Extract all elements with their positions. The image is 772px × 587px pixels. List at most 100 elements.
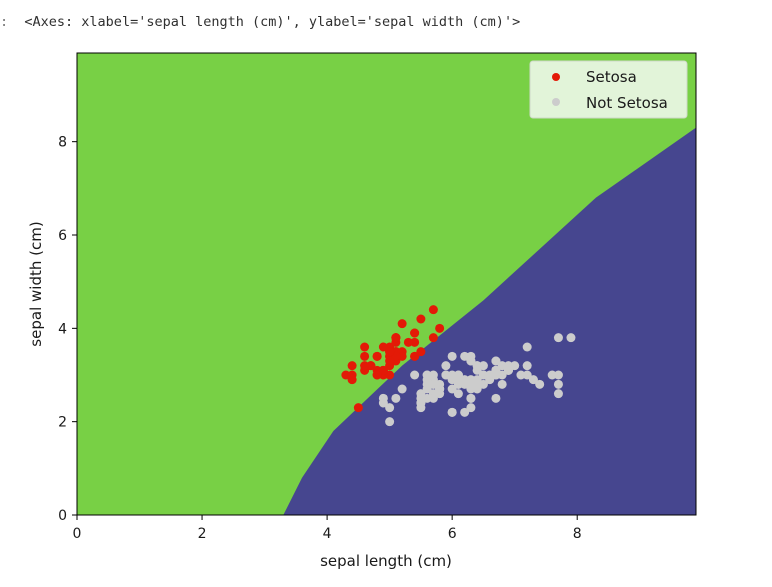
- setosa-point: [360, 342, 370, 352]
- not-setosa-point: [472, 379, 482, 389]
- not-setosa-point: [510, 361, 520, 371]
- setosa-point: [410, 328, 420, 338]
- not-setosa-point: [447, 407, 457, 417]
- not-setosa-point: [385, 403, 395, 413]
- not-setosa-point: [453, 379, 463, 389]
- setosa-point: [347, 370, 357, 380]
- not-setosa-point: [422, 393, 432, 403]
- not-setosa-point: [497, 379, 507, 389]
- not-setosa-point: [460, 407, 470, 417]
- not-setosa-point: [466, 351, 476, 361]
- setosa-point: [385, 370, 395, 380]
- x-axis: 0 2 4 6 8: [73, 515, 582, 542]
- not-setosa-point: [491, 393, 501, 403]
- setosa-point: [378, 342, 388, 352]
- y-tick-label: 0: [58, 508, 67, 524]
- setosa-point: [372, 370, 382, 380]
- setosa-point: [360, 351, 370, 361]
- legend-label-setosa: Setosa: [586, 68, 637, 86]
- y-tick-label: 6: [58, 228, 67, 244]
- not-setosa-point: [535, 379, 545, 389]
- not-setosa-point: [416, 389, 426, 399]
- setosa-point: [378, 365, 388, 375]
- setosa-point: [341, 370, 351, 380]
- not-setosa-point: [522, 342, 532, 352]
- setosa-point: [410, 337, 420, 347]
- setosa-point: [410, 351, 420, 361]
- x-tick-label: 4: [323, 526, 332, 542]
- not-setosa-point: [466, 393, 476, 403]
- not-setosa-point: [410, 370, 420, 380]
- y-tick-label: 8: [58, 135, 67, 151]
- not-setosa-point: [553, 379, 563, 389]
- not-setosa-point: [491, 356, 501, 366]
- not-setosa-point: [528, 375, 538, 385]
- not-setosa-point: [391, 393, 401, 403]
- setosa-point: [385, 356, 395, 366]
- cell-output-text: <Axes: xlabel='sepal length (cm)', ylabe…: [24, 14, 521, 30]
- output-prompt: :: [0, 14, 9, 30]
- y-axis: 0 2 4 6 8: [58, 135, 77, 524]
- setosa-point: [428, 333, 438, 343]
- legend-marker-not-setosa: [552, 98, 560, 106]
- legend: Setosa Not Setosa: [529, 60, 688, 119]
- data-points: [341, 305, 576, 427]
- not-setosa-point: [422, 370, 432, 380]
- not-setosa-point: [503, 365, 513, 375]
- setosa-point: [366, 361, 376, 371]
- setosa-point: [385, 347, 395, 357]
- not-setosa-point: [485, 370, 495, 380]
- not-setosa-point: [478, 379, 488, 389]
- not-setosa-point: [497, 361, 507, 371]
- legend-label-not-setosa: Not Setosa: [586, 94, 668, 112]
- not-setosa-point: [453, 389, 463, 399]
- not-setosa-point: [547, 370, 557, 380]
- not-setosa-point: [453, 370, 463, 380]
- x-tick-label: 8: [573, 526, 582, 542]
- not-setosa-point: [397, 384, 407, 394]
- setosa-point: [416, 347, 426, 357]
- not-setosa-point: [516, 370, 526, 380]
- not-setosa-point: [466, 379, 476, 389]
- not-setosa-point: [378, 393, 388, 403]
- not-setosa-point: [553, 389, 563, 399]
- not-setosa-point: [447, 370, 457, 380]
- not-setosa-point: [422, 379, 432, 389]
- y-tick-label: 4: [58, 321, 67, 337]
- setosa-point: [353, 403, 363, 413]
- setosa-point: [397, 319, 407, 329]
- setosa-point: [397, 351, 407, 361]
- not-setosa-point: [553, 370, 563, 380]
- cell-output-line: : <Axes: xlabel='sepal length (cm)', yla…: [0, 14, 520, 30]
- setosa-point: [428, 305, 438, 315]
- not-setosa-point: [553, 333, 563, 343]
- y-tick-label: 2: [58, 415, 67, 431]
- not-setosa-point: [435, 384, 445, 394]
- x-tick-label: 0: [73, 526, 82, 542]
- not-setosa-point: [428, 393, 438, 403]
- legend-marker-setosa: [552, 73, 560, 81]
- x-tick-label: 6: [448, 526, 457, 542]
- not-setosa-point: [441, 361, 451, 371]
- not-setosa-point: [385, 417, 395, 427]
- not-setosa-point: [522, 370, 532, 380]
- x-axis-label: sepal length (cm): [320, 552, 452, 570]
- not-setosa-region: [283, 127, 696, 515]
- not-setosa-point: [460, 351, 470, 361]
- not-setosa-point: [478, 370, 488, 380]
- not-setosa-point: [428, 379, 438, 389]
- legend-box: [529, 60, 688, 119]
- x-tick-label: 2: [198, 526, 207, 542]
- not-setosa-point: [472, 365, 482, 375]
- plot-frame: [76, 52, 697, 516]
- not-setosa-point: [478, 361, 488, 371]
- setosa-point: [360, 361, 370, 371]
- setosa-point: [403, 337, 413, 347]
- not-setosa-point: [460, 379, 470, 389]
- setosa-point: [372, 351, 382, 361]
- y-axis-label: sepal width (cm): [27, 221, 45, 346]
- not-setosa-point: [522, 361, 532, 371]
- setosa-point: [391, 333, 401, 343]
- not-setosa-point: [466, 403, 476, 413]
